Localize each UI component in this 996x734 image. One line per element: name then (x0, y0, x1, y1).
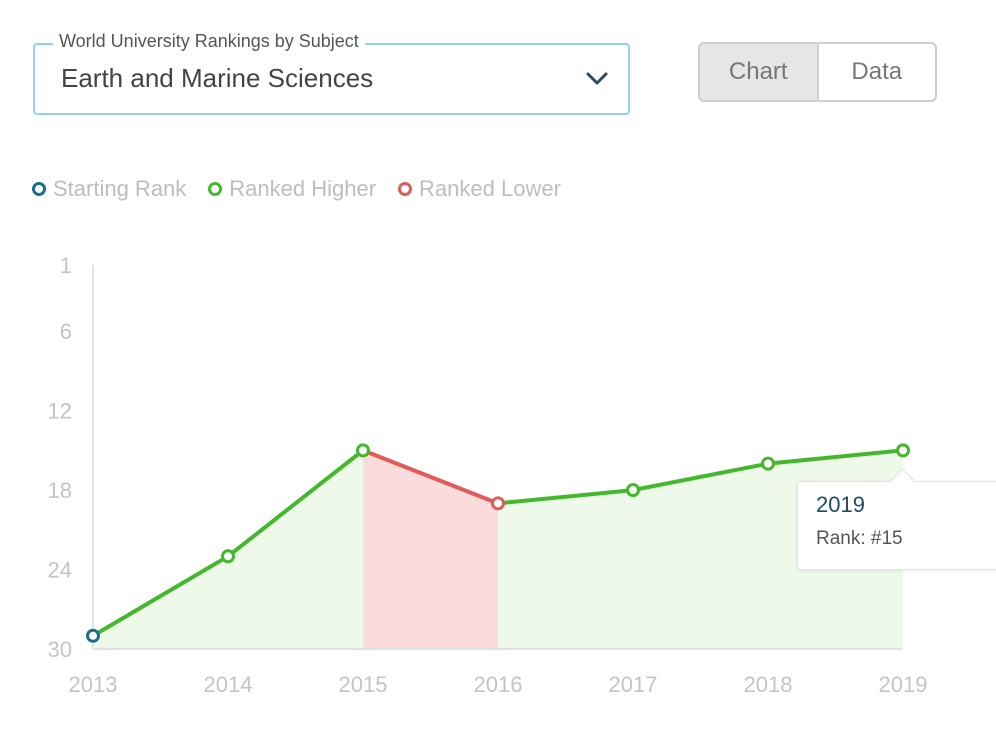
ranked-lower-marker-icon (398, 182, 413, 196)
x-tick-label: 2017 (609, 672, 658, 697)
area-segment-2016-2017 (498, 490, 633, 649)
x-tick-label: 2019 (879, 672, 928, 697)
tooltip-rank: Rank: #15 (816, 528, 903, 549)
y-tick-label: 30 (48, 637, 72, 662)
legend-item-ranked-lower: Ranked Lower (398, 176, 561, 202)
y-tick-label: 6 (60, 319, 72, 344)
line-segment-2014-2015 (226, 448, 365, 559)
y-tick-label: 24 (48, 558, 72, 583)
line-segment-2015-2016 (361, 448, 500, 506)
ranked-higher-marker-icon (208, 182, 223, 196)
chart-legend: Starting Rank Ranked Higher Ranked Lower (32, 176, 561, 202)
x-tick-label: 2018 (744, 672, 793, 697)
starting-rank-marker-icon (32, 182, 46, 196)
legend-label-ranked-lower: Ranked Lower (419, 176, 561, 201)
legend-item-ranked-higher: Ranked Higher (208, 176, 376, 202)
line-segment-2016-2017 (496, 488, 635, 506)
x-tick-label: 2015 (339, 672, 388, 697)
data-point-2017 (626, 483, 640, 498)
legend-item-starting-rank: Starting Rank (32, 176, 186, 202)
area-segment-2017-2018 (633, 463, 768, 649)
line-segment-2018-2019 (766, 448, 905, 466)
y-tick-label: 18 (48, 478, 72, 503)
x-tick-label: 2013 (69, 672, 118, 697)
point-tooltip: 2019 Rank: #15 (797, 481, 996, 570)
area-segment-2013-2014 (93, 556, 228, 649)
subject-select[interactable]: World University Rankings by Subject Ear… (33, 31, 630, 115)
data-point-2015 (356, 443, 370, 458)
data-point-2018 (761, 456, 775, 471)
tooltip-year: 2019 (816, 492, 865, 517)
area-segment-2015-2016 (363, 450, 498, 649)
data-point-2016 (491, 496, 505, 511)
y-tick-label: 1 (60, 253, 72, 278)
data-point-2019 (896, 443, 910, 458)
area-segment-2014-2015 (228, 450, 363, 649)
view-toggle: Chart Data (698, 42, 937, 102)
chart-view-button[interactable]: Chart (700, 44, 819, 100)
line-segment-2017-2018 (631, 461, 770, 493)
chevron-down-icon[interactable] (584, 65, 610, 91)
legend-label-ranked-higher: Ranked Higher (229, 176, 377, 201)
data-point-2013 (86, 628, 100, 643)
x-tick-label: 2016 (474, 672, 523, 697)
y-tick-label: 12 (48, 399, 72, 424)
data-view-button[interactable]: Data (851, 58, 903, 85)
legend-label-starting-rank: Starting Rank (53, 176, 187, 201)
line-segment-2013-2014 (91, 554, 230, 638)
data-point-2014 (221, 549, 235, 564)
select-legend: World University Rankings by Subject (53, 31, 365, 52)
select-value: Earth and Marine Sciences (61, 63, 374, 93)
x-tick-label: 2014 (204, 672, 253, 697)
